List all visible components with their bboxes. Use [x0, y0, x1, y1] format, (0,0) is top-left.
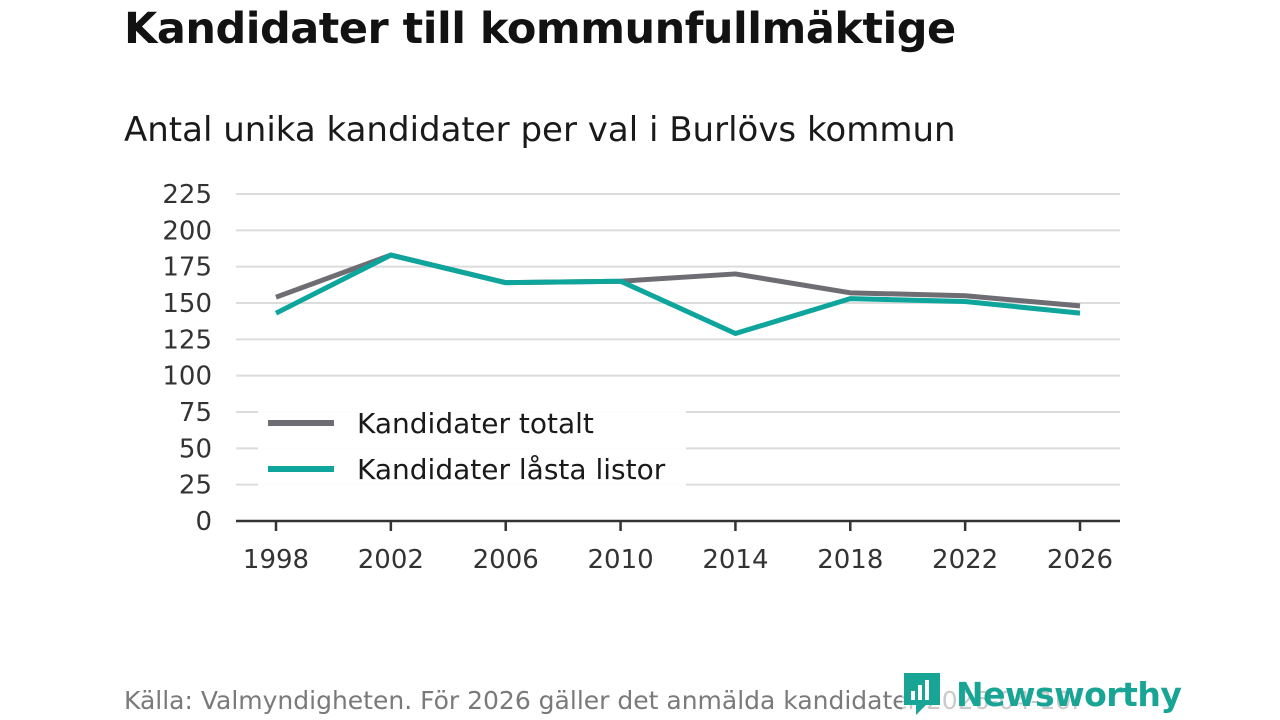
- y-tick-label: 125: [162, 325, 212, 355]
- legend-background: [258, 404, 686, 488]
- x-tick-label: 2006: [473, 545, 539, 575]
- y-tick-label: 225: [162, 180, 212, 210]
- x-tick-label: 2002: [358, 545, 424, 575]
- y-tick-label: 150: [162, 289, 212, 319]
- y-tick-label: 0: [195, 507, 212, 537]
- legend-label: Kandidater totalt: [357, 407, 594, 440]
- x-tick-label: 2018: [817, 545, 883, 575]
- y-tick-label: 175: [162, 253, 212, 283]
- newsworthy-logo-icon: [904, 673, 940, 715]
- x-tick-label: 2026: [1047, 545, 1113, 575]
- x-tick-label: 2014: [702, 545, 768, 575]
- y-tick-label: 200: [162, 216, 212, 246]
- y-axis-ticks: 0 25 50 75 100 125 150 175 200 225: [162, 180, 212, 537]
- y-tick-label: 100: [162, 362, 212, 392]
- x-axis: 1998 2002 2006 2010 2014 2018 2022 2026: [236, 519, 1120, 575]
- y-tick-label: 75: [179, 398, 212, 428]
- y-tick-label: 25: [179, 471, 212, 501]
- brand-name: Newsworthy: [956, 674, 1182, 714]
- chart-subtitle: Antal unika kandidater per val i Burlövs…: [124, 110, 956, 150]
- legend: Kandidater totalt Kandidater låsta listor: [258, 404, 686, 488]
- chart-title: Kandidater till kommunfullmäktige: [124, 4, 956, 54]
- x-tick-label: 1998: [243, 545, 309, 575]
- series-lines: [274, 252, 1081, 337]
- y-tick-label: 50: [179, 434, 212, 464]
- series-line-kandidater-totalt: [275, 252, 1081, 309]
- x-tick-label: 2010: [587, 545, 653, 575]
- x-tick-label: 2022: [932, 545, 998, 575]
- series-line-kandidater-lasta-listor: [274, 252, 1081, 337]
- legend-label: Kandidater låsta listor: [357, 453, 666, 486]
- newsworthy-logo: Newsworthy: [902, 670, 1182, 718]
